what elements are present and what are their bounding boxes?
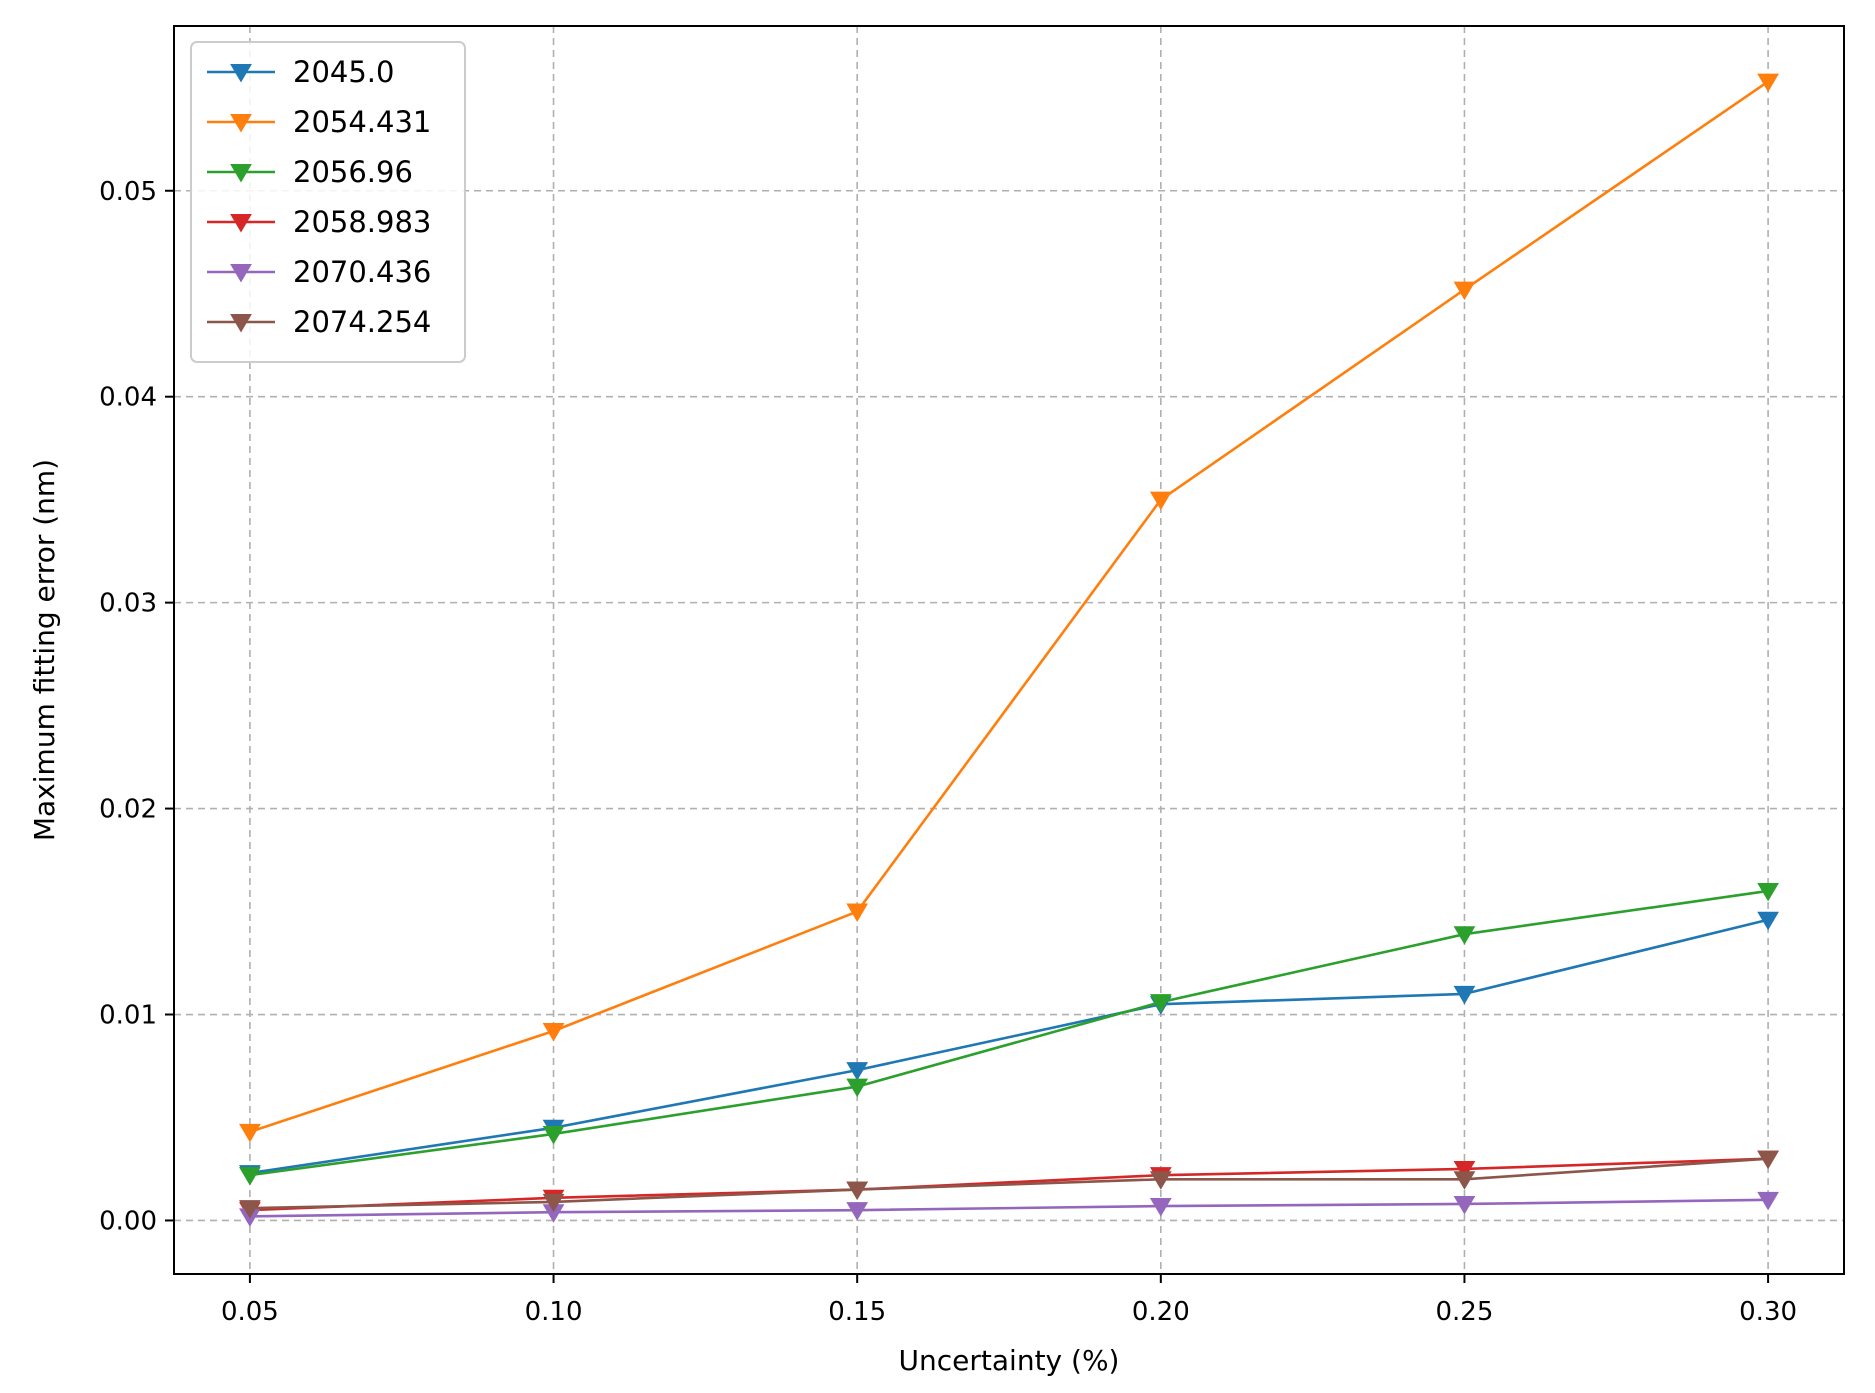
data-point xyxy=(1757,911,1779,931)
y-tick-label: 0.00 xyxy=(99,1206,157,1236)
series-line xyxy=(249,918,1769,1175)
data-point xyxy=(846,1078,869,1098)
data-point xyxy=(1757,1150,1779,1170)
legend-label: 2074.254 xyxy=(293,305,431,339)
data-point xyxy=(1149,491,1172,511)
x-tick-label: 0.20 xyxy=(1132,1297,1190,1327)
plot-area-frame xyxy=(173,25,1845,1275)
data-point xyxy=(1149,1198,1172,1217)
legend-item: 2070.436 xyxy=(207,255,431,289)
legend-marker xyxy=(230,314,252,333)
series-line xyxy=(249,889,1769,1177)
legend-label: 2070.436 xyxy=(293,255,431,289)
data-point xyxy=(542,1125,565,1145)
legend-label: 2045.0 xyxy=(293,55,394,89)
x-tick-label: 0.30 xyxy=(1739,1297,1797,1327)
legend-marker xyxy=(230,214,252,233)
series-line xyxy=(249,1198,1769,1218)
legend-marker xyxy=(230,164,252,183)
legend: 2045.0 2054.431 2056.96 2058.983 2070.436 207… xyxy=(190,41,466,363)
legend-marker xyxy=(230,114,252,133)
x-axis: 0.05 0.10 0.15 0.20 0.25 0.30 xyxy=(221,1274,1797,1327)
series-2056.96 xyxy=(239,882,1779,1186)
x-tick-label: 0.05 xyxy=(221,1297,279,1327)
data-point xyxy=(1453,1195,1476,1215)
series-line xyxy=(249,1157,1769,1210)
data-point xyxy=(239,1167,261,1186)
data-point xyxy=(542,1193,565,1213)
data-point xyxy=(239,1200,261,1219)
data-point xyxy=(1453,985,1476,1005)
y-axis-label: Maximum fitting error (nm) xyxy=(28,459,61,841)
data-point xyxy=(846,1202,869,1221)
y-tick-label: 0.05 xyxy=(99,177,157,207)
data-point xyxy=(846,1181,869,1201)
series-line xyxy=(249,80,1769,1134)
legend-marker xyxy=(230,64,252,83)
y-tick-label: 0.04 xyxy=(99,383,157,413)
legend-label: 2056.96 xyxy=(293,155,413,189)
data-point xyxy=(1149,1171,1172,1190)
data-point xyxy=(846,903,869,923)
legend-item: 2058.983 xyxy=(207,205,431,239)
data-point xyxy=(1757,73,1779,93)
x-tick-label: 0.10 xyxy=(525,1297,583,1327)
legend-item: 2074.254 xyxy=(207,305,431,339)
x-tick-label: 0.25 xyxy=(1436,1297,1494,1327)
legend-marker xyxy=(230,264,252,283)
data-point xyxy=(239,1123,261,1143)
legend-label: 2058.983 xyxy=(293,205,431,239)
x-tick-label: 0.15 xyxy=(828,1297,886,1327)
y-tick-label: 0.01 xyxy=(99,1001,157,1031)
data-point xyxy=(846,1062,869,1081)
series-layer xyxy=(239,73,1779,1227)
data-point xyxy=(1453,281,1476,301)
data-point xyxy=(1453,1160,1476,1180)
legend-item: 2056.96 xyxy=(207,155,413,189)
series-2054.431 xyxy=(239,73,1779,1143)
data-point xyxy=(1757,882,1779,902)
series-2074.254 xyxy=(239,1150,1779,1219)
data-point xyxy=(1453,1171,1476,1190)
data-point xyxy=(1757,1191,1779,1211)
legend-item: 2054.431 xyxy=(207,105,431,139)
legend-label: 2054.431 xyxy=(293,105,431,139)
data-point xyxy=(542,1022,565,1042)
data-point xyxy=(1453,926,1476,945)
y-tick-label: 0.02 xyxy=(99,795,157,825)
series-line xyxy=(249,1157,1769,1212)
legend-item: 2045.0 xyxy=(207,55,394,89)
y-tick-label: 0.03 xyxy=(99,589,157,619)
data-point xyxy=(1149,994,1172,1013)
x-axis-label: Uncertainty (%) xyxy=(899,1344,1120,1377)
y-axis: 0.00 0.01 0.02 0.03 0.04 0.05 xyxy=(99,177,174,1236)
